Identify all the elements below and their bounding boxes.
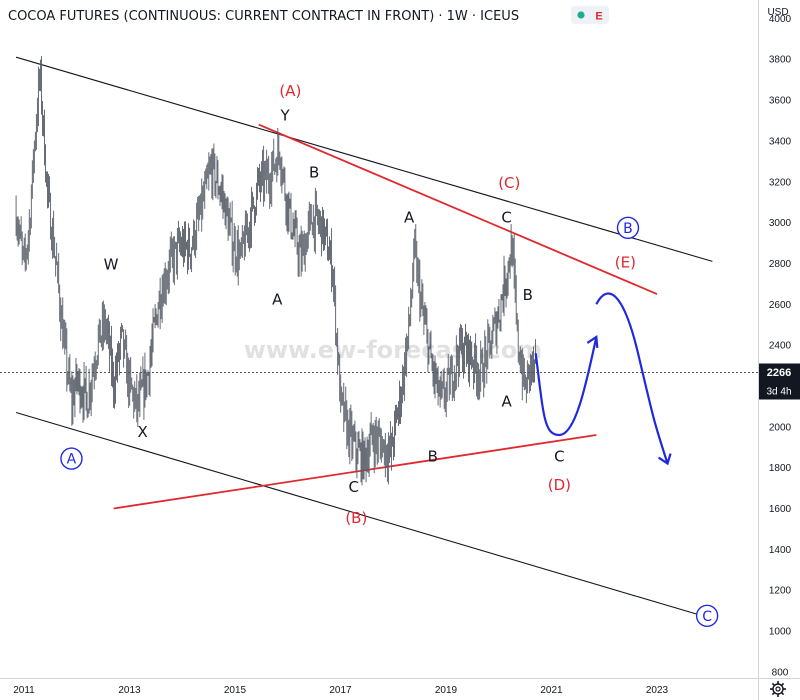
wave-label: B xyxy=(523,286,533,304)
arrowhead-icon xyxy=(586,335,599,349)
y-tick-label: 3600 xyxy=(769,96,792,107)
trendline xyxy=(258,123,658,295)
projection-path xyxy=(534,292,672,466)
y-tick-label: 1200 xyxy=(769,586,792,597)
wave-label: A xyxy=(272,290,283,308)
wave-label: B xyxy=(309,164,319,182)
wave-label-circle xyxy=(695,604,719,628)
chart-title: COCOA FUTURES (CONTINUOUS: CURRENT CONTR… xyxy=(8,9,519,24)
wave-label: Y xyxy=(280,106,291,124)
trendline xyxy=(15,56,713,262)
wave-label: (E) xyxy=(615,254,636,272)
y-tick-label: 800 xyxy=(772,667,789,678)
projection-wave-e-c xyxy=(595,292,669,464)
wave-label-circle xyxy=(60,447,83,470)
badge-letter: E xyxy=(595,11,602,23)
x-tick-label: 2015 xyxy=(224,685,247,696)
wave-label: A xyxy=(404,209,415,227)
wave-label: W xyxy=(104,256,119,274)
last-price-value: 2266 xyxy=(767,367,791,379)
status-dot-icon xyxy=(577,11,585,19)
x-tick-label: 2023 xyxy=(646,685,669,696)
time-axis-labels: 2011 2013 2015 2017 2019 2021 2023 xyxy=(13,685,668,696)
wave-label: (B) xyxy=(345,509,367,527)
bar-countdown: 3d 4h xyxy=(766,386,791,397)
x-tick-label: 2021 xyxy=(540,685,563,696)
wave-label: A xyxy=(502,392,513,410)
wave-label: B xyxy=(623,221,633,237)
wave-label: C xyxy=(702,609,712,625)
y-tick-label: 2400 xyxy=(769,341,792,352)
y-tick-label: 2600 xyxy=(769,300,792,311)
y-tick-label: 1600 xyxy=(769,504,792,515)
wave-label: (A) xyxy=(279,82,301,100)
y-tick-label: 2000 xyxy=(769,422,792,433)
y-tick-label: 3800 xyxy=(769,55,792,66)
y-tick-label: 3000 xyxy=(769,218,792,229)
x-tick-label: 2017 xyxy=(329,685,352,696)
y-tick-label: 2800 xyxy=(769,259,792,270)
wave-label: (C) xyxy=(498,174,520,192)
y-tick-label: 1400 xyxy=(769,545,792,556)
y-tick-label: 1800 xyxy=(769,463,792,474)
settings-gear-icon[interactable] xyxy=(770,681,786,697)
wave-label: C xyxy=(501,209,511,227)
x-tick-label: 2019 xyxy=(435,685,458,696)
arrowhead-icon xyxy=(657,453,672,466)
y-tick-label: 4000 xyxy=(769,14,792,25)
last-price-tag: 2266 3d 4h xyxy=(759,363,800,400)
x-tick-label: 2013 xyxy=(118,685,141,696)
y-tick-label: 1000 xyxy=(769,627,792,638)
symbol-badges[interactable]: E xyxy=(571,6,609,24)
price-series xyxy=(15,56,536,486)
currency-label: USD xyxy=(767,7,788,18)
trendline xyxy=(15,411,713,620)
projection-wave-d xyxy=(534,336,598,437)
trendline xyxy=(113,434,597,510)
wave-label: (D) xyxy=(548,476,571,494)
x-tick-label: 2011 xyxy=(13,685,35,696)
price-axis-labels: 8001000120014001600180020002200240026002… xyxy=(769,14,792,678)
wave-label: A xyxy=(67,452,77,468)
wave-labels: (A) Y B W A X A A C (B) B (C) C B A C (D) (E) B C xyxy=(60,82,719,628)
watermark: www.ew-forecast.com xyxy=(244,336,543,364)
wave-label: X xyxy=(138,423,148,441)
wave-label-circle xyxy=(616,216,640,240)
y-tick-label: 3200 xyxy=(769,177,792,188)
wave-label: C xyxy=(348,478,358,496)
trendlines xyxy=(15,56,713,620)
wave-label: C xyxy=(554,448,564,466)
y-tick-label: 3400 xyxy=(769,136,792,147)
wave-label: B xyxy=(428,448,438,466)
